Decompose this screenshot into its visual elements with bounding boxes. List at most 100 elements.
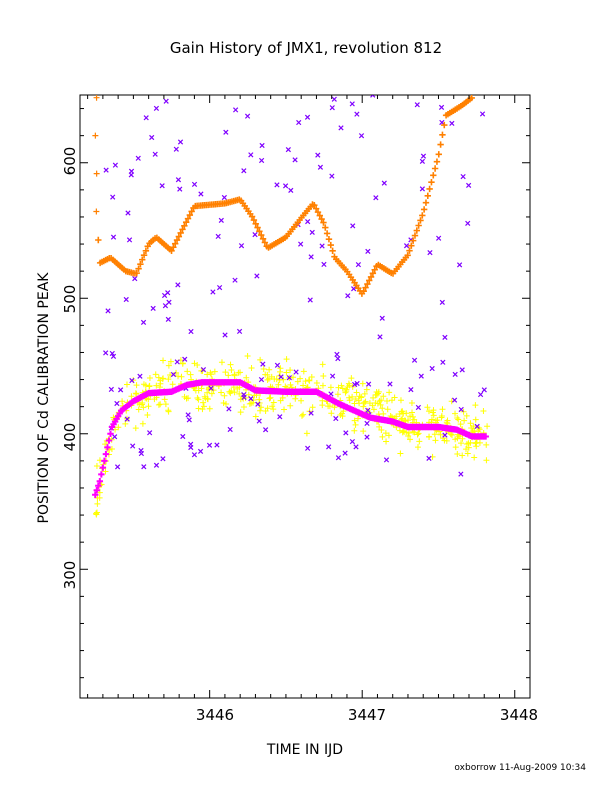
purple-point (377, 334, 383, 340)
yellow-point (380, 393, 387, 400)
yellow-point (351, 427, 358, 434)
purple-point (126, 237, 133, 243)
yellow-point (406, 430, 413, 437)
purple-point (419, 158, 426, 165)
yellow-point (153, 382, 160, 389)
x-tick-label-3446: 3446 (196, 706, 234, 724)
purple-point (345, 293, 351, 299)
yellow-point (266, 366, 273, 373)
yellow-point (200, 403, 207, 410)
purple-point (166, 299, 172, 305)
yellow-point (471, 454, 478, 461)
purple-point (305, 445, 311, 451)
orange-point (259, 235, 267, 242)
yellow-point (246, 400, 253, 407)
yellow-point (375, 388, 382, 395)
yellow-point (326, 403, 333, 410)
orange-point (250, 216, 258, 224)
purple-point (387, 381, 393, 387)
yellow-point (351, 400, 358, 407)
yellow-point (257, 407, 264, 414)
purple-point (109, 350, 115, 357)
orange-point (188, 208, 195, 215)
purple-point (365, 407, 371, 413)
yellow-point (483, 457, 490, 464)
purple-point (334, 351, 340, 358)
purple-point (174, 359, 180, 365)
purple-point (200, 367, 207, 373)
orange-point (415, 222, 422, 229)
purple-point (215, 233, 221, 240)
yellow-point (132, 390, 139, 397)
orange-point (254, 224, 261, 231)
yellow-point (165, 408, 172, 415)
purple-point (141, 464, 147, 470)
yellow-point (397, 450, 404, 457)
purple-point (358, 133, 365, 139)
purple-point (254, 273, 260, 279)
yellow-point (416, 438, 423, 445)
yellow-point (206, 405, 213, 412)
yellow-point (354, 415, 361, 422)
yellow-point (140, 404, 147, 411)
yellow-point (391, 394, 398, 401)
purple-point (236, 328, 243, 335)
yellow-point (204, 389, 211, 396)
purple-point (355, 262, 362, 268)
yellow-point (348, 375, 355, 382)
purple-point (227, 426, 233, 433)
x-axis-label: TIME IN IJD (266, 742, 343, 758)
yellow-point (162, 401, 169, 408)
yellow-point (468, 425, 475, 432)
orange-point (320, 219, 327, 226)
orange-point (173, 236, 181, 244)
purple-point (218, 217, 224, 223)
purple-point (175, 282, 181, 288)
purple-point (278, 374, 284, 380)
yellow-point (236, 390, 243, 397)
purple-point (365, 381, 372, 387)
orange-point (409, 237, 417, 244)
yellow-point (380, 410, 387, 417)
yellow-point (260, 365, 267, 372)
yellow-point (165, 362, 172, 369)
yellow-point (240, 404, 247, 411)
yellow-point (399, 429, 406, 436)
purple-point (124, 416, 130, 422)
yellow-point (398, 408, 405, 415)
yellow-point (319, 382, 326, 389)
purple-point (479, 111, 486, 117)
yellow-point (449, 431, 456, 438)
yellow-point (156, 384, 163, 391)
yellow-point (282, 383, 289, 390)
yellow-point (432, 437, 439, 444)
purple-point (419, 186, 426, 192)
purple-point (415, 404, 422, 411)
yellow-point (361, 399, 368, 406)
yellow-point (459, 452, 466, 459)
orange-point (441, 121, 448, 129)
purple-point (305, 218, 311, 225)
orange-point (404, 252, 411, 259)
orange-point (256, 228, 263, 235)
yellow-point (231, 389, 238, 396)
purple-point (110, 194, 116, 200)
orange-point (177, 229, 184, 237)
orange-point (437, 141, 444, 148)
yellow-point (351, 417, 358, 424)
purple-point (206, 442, 213, 448)
orange-point (142, 247, 150, 254)
yellow-point (463, 412, 470, 419)
yellow-point (227, 361, 234, 368)
yellow-point (226, 388, 233, 395)
purple-point (165, 316, 171, 323)
orange-point (139, 256, 146, 263)
purple-point (114, 400, 120, 407)
purple-point (315, 152, 321, 158)
y-tick-label-500: 500 (61, 285, 79, 314)
purple-point (177, 139, 184, 145)
yellow-point (472, 416, 479, 423)
purple-point (182, 356, 188, 362)
yellow-point (251, 392, 258, 399)
orange-point (323, 230, 331, 237)
